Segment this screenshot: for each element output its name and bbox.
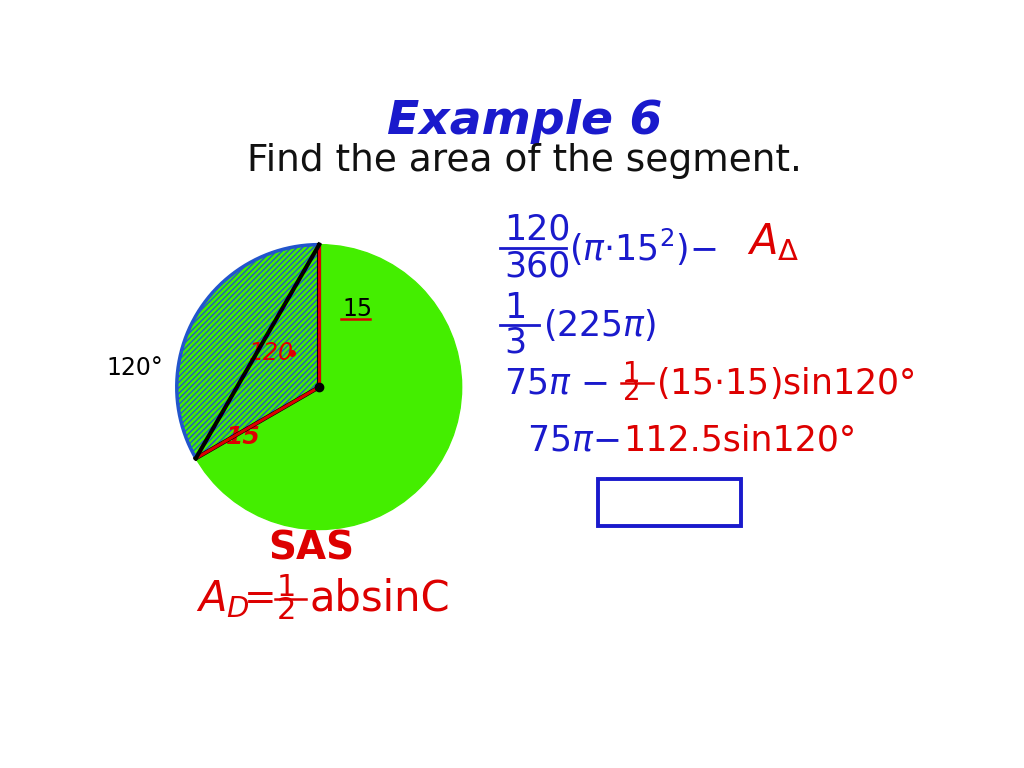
Text: $A_D$: $A_D$: [196, 578, 250, 620]
Text: (225$\pi$): (225$\pi$): [543, 307, 655, 343]
Text: 120: 120: [504, 212, 570, 247]
Text: absinC: absinC: [309, 578, 450, 620]
FancyBboxPatch shape: [598, 479, 740, 525]
Text: ($\pi$$\cdot$15$^2$)$-$: ($\pi$$\cdot$15$^2$)$-$: [569, 227, 717, 268]
Text: Find the area of the segment.: Find the area of the segment.: [248, 144, 802, 180]
Text: =: =: [244, 580, 276, 617]
Text: 120°: 120°: [106, 356, 163, 380]
Text: 360: 360: [504, 249, 570, 283]
Wedge shape: [177, 245, 319, 458]
Text: SAS: SAS: [268, 530, 354, 568]
Text: 1: 1: [504, 291, 526, 325]
Text: 75$\pi$ $-$: 75$\pi$ $-$: [504, 366, 607, 400]
Text: 1: 1: [276, 573, 296, 602]
Text: $A_\Delta$: $A_\Delta$: [746, 221, 799, 263]
Circle shape: [177, 245, 462, 529]
Text: (15$\cdot$15)sin120°: (15$\cdot$15)sin120°: [655, 366, 914, 401]
Text: 75$\pi$$-$: 75$\pi$$-$: [527, 424, 620, 458]
Text: Example 6: Example 6: [387, 99, 663, 144]
Text: 15: 15: [226, 425, 261, 449]
Text: =138.2: =138.2: [600, 485, 739, 521]
Text: 1: 1: [624, 360, 641, 388]
Text: 2: 2: [276, 596, 296, 625]
Text: 2: 2: [624, 379, 641, 406]
Text: 112.5sin120°: 112.5sin120°: [624, 424, 856, 458]
Text: 15: 15: [342, 296, 373, 321]
Text: 120: 120: [249, 341, 294, 366]
Text: 3: 3: [504, 326, 526, 359]
